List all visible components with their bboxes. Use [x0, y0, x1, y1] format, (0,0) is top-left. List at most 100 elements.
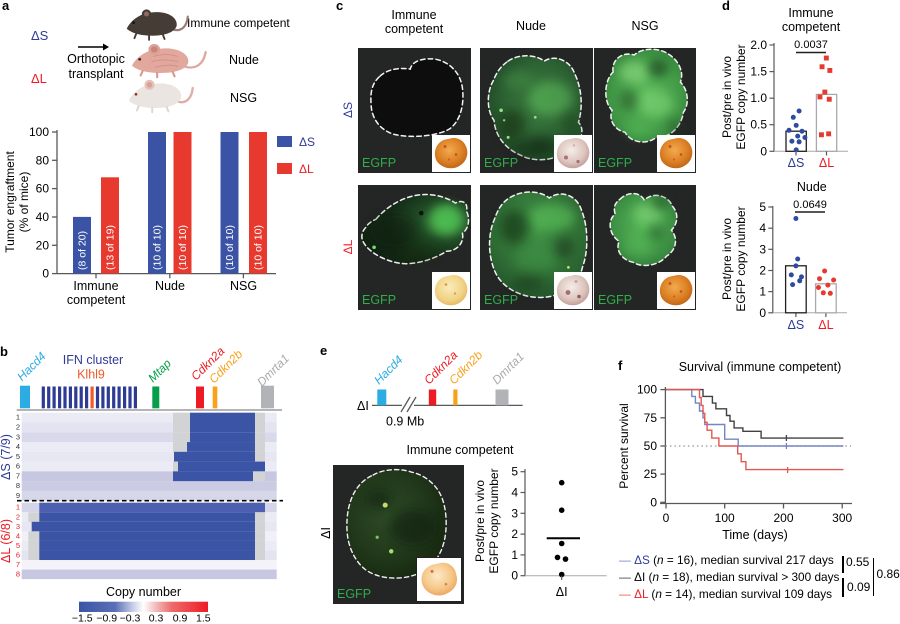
svg-text:4: 4	[759, 221, 766, 235]
svg-text:competent: competent	[67, 293, 126, 307]
svg-text:1.5: 1.5	[196, 613, 211, 624]
svg-text:5: 5	[16, 541, 20, 550]
svg-text:7: 7	[16, 560, 20, 569]
svg-text:(10 of 10): (10 of 10)	[177, 225, 189, 270]
svg-text:(10 of 10): (10 of 10)	[152, 225, 164, 270]
svg-text:Dmrta1: Dmrta1	[254, 351, 292, 389]
svg-text:Post/pre in vivo: Post/pre in vivo	[720, 218, 734, 300]
svg-text:1: 1	[16, 503, 20, 512]
svg-text:Nude: Nude	[797, 180, 827, 194]
svg-text:EGFP copy number: EGFP copy number	[487, 468, 501, 573]
svg-text:(% of mice): (% of mice)	[17, 172, 31, 233]
svg-text:Tumor engraftment: Tumor engraftment	[3, 151, 17, 253]
svg-text:Immune competent: Immune competent	[407, 443, 515, 457]
svg-text:Klhl9: Klhl9	[77, 368, 105, 382]
svg-text:Copy number: Copy number	[106, 585, 181, 599]
svg-text:ΔS: ΔS	[788, 318, 805, 332]
svg-text:ΔS: ΔS	[299, 135, 315, 149]
svg-text:0.9: 0.9	[173, 613, 188, 624]
svg-text:3: 3	[511, 506, 518, 520]
svg-text:0: 0	[759, 306, 766, 320]
svg-text:1: 1	[759, 285, 766, 299]
svg-text:8: 8	[16, 481, 20, 490]
svg-text:3: 3	[16, 522, 20, 531]
svg-text:4: 4	[16, 442, 20, 451]
svg-text:6: 6	[16, 551, 20, 560]
svg-text:ΔI: ΔI	[357, 399, 369, 413]
svg-text:5: 5	[16, 452, 20, 461]
svg-text:Time (days): Time (days)	[722, 528, 788, 542]
svg-text:40: 40	[36, 210, 50, 224]
svg-text:25: 25	[644, 467, 658, 481]
svg-text:1.0: 1.0	[750, 91, 767, 105]
svg-text:4: 4	[16, 531, 20, 540]
svg-text:0: 0	[663, 511, 670, 525]
svg-text:2.0: 2.0	[750, 38, 767, 52]
svg-text:75: 75	[644, 411, 658, 425]
svg-text:(10 of 10): (10 of 10)	[224, 225, 236, 270]
svg-text:80: 80	[36, 153, 50, 167]
svg-text:Dmrta1: Dmrta1	[489, 349, 527, 387]
svg-text:5: 5	[759, 200, 766, 214]
svg-text:ΔI: ΔI	[320, 527, 333, 539]
svg-text:3: 3	[16, 432, 20, 441]
svg-text:3: 3	[759, 242, 766, 256]
svg-text:5: 5	[511, 465, 518, 479]
svg-text:EGFP copy number: EGFP copy number	[734, 44, 748, 149]
svg-text:0.5: 0.5	[750, 118, 767, 132]
svg-text:IFN cluster: IFN cluster	[63, 353, 123, 367]
svg-text:2: 2	[511, 527, 518, 541]
svg-text:Immune: Immune	[788, 6, 833, 20]
svg-text:0.9 Mb: 0.9 Mb	[386, 415, 424, 429]
svg-text:(13 of 19): (13 of 19)	[105, 225, 117, 270]
svg-text:ΔS: ΔS	[788, 156, 805, 170]
svg-text:2: 2	[16, 423, 20, 432]
svg-text:1: 1	[16, 413, 20, 422]
svg-text:0: 0	[42, 267, 49, 281]
svg-text:Immune: Immune	[73, 279, 118, 293]
svg-text:0.0037: 0.0037	[794, 39, 828, 51]
svg-text:0: 0	[650, 495, 657, 509]
svg-text:Hacd4: Hacd4	[14, 349, 49, 384]
svg-text:competent: competent	[782, 20, 841, 34]
svg-text:300: 300	[832, 511, 852, 525]
svg-text:ΔL: ΔL	[819, 156, 834, 170]
svg-text:200: 200	[773, 511, 793, 525]
svg-text:−1.5: −1.5	[72, 613, 93, 624]
svg-text:ΔL: ΔL	[299, 162, 314, 176]
svg-text:100: 100	[29, 125, 49, 139]
svg-text:50: 50	[644, 439, 658, 453]
svg-text:ΔS (7/9): ΔS (7/9)	[0, 434, 13, 480]
svg-text:100: 100	[637, 383, 657, 397]
svg-text:ΔI: ΔI	[556, 585, 568, 599]
svg-text:4: 4	[511, 486, 518, 500]
svg-text:100: 100	[715, 511, 735, 525]
svg-text:(10 of 10): (10 of 10)	[253, 225, 265, 270]
svg-text:Post/pre in vivo: Post/pre in vivo	[720, 56, 734, 138]
svg-text:ΔL (6/8): ΔL (6/8)	[0, 519, 13, 563]
svg-text:EGFP copy number: EGFP copy number	[734, 206, 748, 311]
svg-text:Percent survival: Percent survival	[617, 403, 631, 488]
svg-text:0: 0	[511, 569, 518, 583]
svg-text:−0.9: −0.9	[96, 613, 117, 624]
svg-text:9: 9	[16, 491, 20, 500]
svg-text:Survival (immune competent): Survival (immune competent)	[679, 360, 842, 374]
svg-text:0.3: 0.3	[149, 613, 164, 624]
svg-text:Post/pre in vivo: Post/pre in vivo	[473, 480, 487, 562]
svg-text:60: 60	[36, 182, 50, 196]
svg-text:1.5: 1.5	[750, 65, 767, 79]
svg-text:8: 8	[16, 570, 20, 579]
svg-text:NSG: NSG	[230, 279, 257, 293]
svg-text:6: 6	[16, 462, 20, 471]
svg-text:Hacd4: Hacd4	[371, 352, 406, 387]
svg-text:(8 of 20): (8 of 20)	[77, 231, 89, 270]
svg-text:−0.3: −0.3	[120, 613, 141, 624]
svg-text:0: 0	[760, 144, 767, 158]
svg-text:Mtap: Mtap	[145, 356, 174, 385]
svg-text:0.0649: 0.0649	[793, 199, 827, 211]
svg-text:ΔL: ΔL	[818, 318, 833, 332]
svg-text:2: 2	[759, 264, 766, 278]
svg-text:20: 20	[36, 238, 50, 252]
svg-text:Nude: Nude	[155, 279, 185, 293]
svg-text:1: 1	[511, 548, 518, 562]
